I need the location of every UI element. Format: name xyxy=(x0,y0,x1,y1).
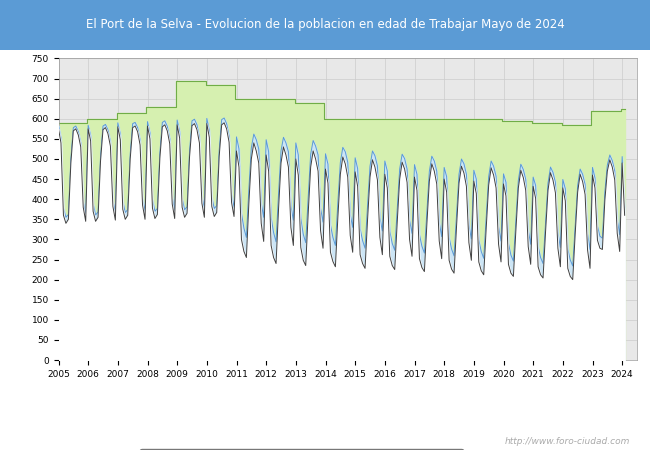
Text: El Port de la Selva - Evolucion de la poblacion en edad de Trabajar Mayo de 2024: El Port de la Selva - Evolucion de la po… xyxy=(86,18,564,31)
Text: http://www.foro-ciudad.com: http://www.foro-ciudad.com xyxy=(505,436,630,446)
